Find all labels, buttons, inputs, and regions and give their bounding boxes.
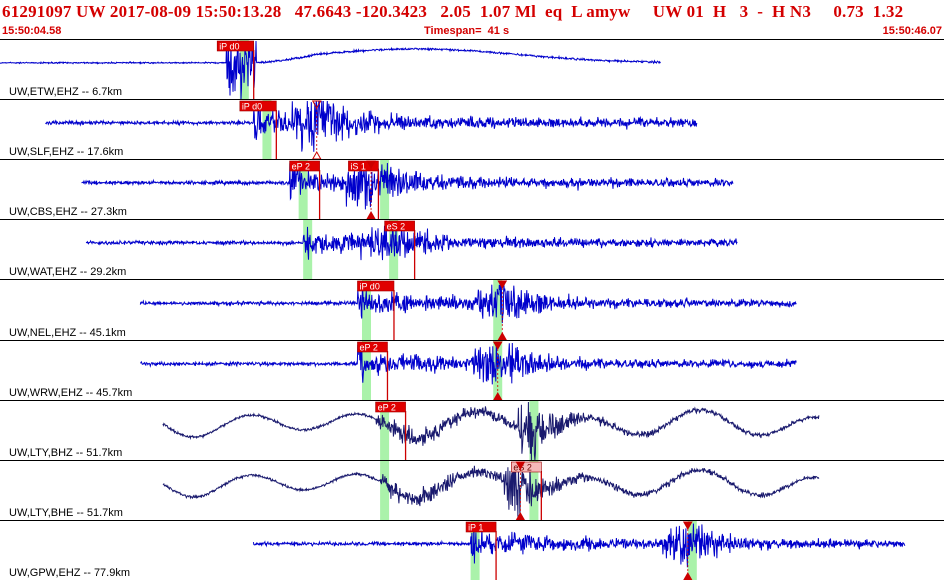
waveform-trace xyxy=(162,401,820,460)
phase-pick-label: eS 2 xyxy=(387,222,406,232)
phase-pick-marker[interactable]: eP 2 xyxy=(289,160,321,219)
trace-waveform-canvas: eP 2 xyxy=(162,401,820,460)
end-time-label: 15:50:46.07 xyxy=(882,25,942,37)
phase-pick-marker[interactable]: iP d0 xyxy=(216,40,255,99)
phase-pick-marker[interactable] xyxy=(366,160,376,219)
analysis-window xyxy=(529,461,539,520)
phase-pick-marker[interactable]: iP 1 xyxy=(465,521,497,580)
phase-pick-label: iP 1 xyxy=(468,523,483,533)
analysis-window xyxy=(262,100,272,159)
trace-row[interactable]: eP 2 iS 1 UW,CBS,EHZ -- 27.3km xyxy=(0,159,944,219)
phase-pick-marker[interactable] xyxy=(497,280,508,340)
trace-row[interactable]: iP d0 UW,SLF,EHZ -- 17.6km xyxy=(0,99,944,159)
phase-pick-label: eP 2 xyxy=(359,343,377,353)
phase-pick-marker[interactable]: eP 2 xyxy=(357,341,389,400)
trace-waveform-canvas: eS 2 xyxy=(85,220,738,279)
waveform-trace xyxy=(45,100,698,152)
trace-row[interactable]: iP 1 UW,GPW,EHZ -- 77.9km xyxy=(0,520,944,580)
waveform-trace xyxy=(81,160,734,210)
trace-station-label: UW,SLF,EHZ -- 17.6km xyxy=(9,146,124,158)
start-time-label: 15:50:04.58 xyxy=(2,25,62,37)
waveform-trace xyxy=(0,40,661,99)
timespan-label: Timespan= 41 s xyxy=(424,25,510,37)
trace-station-label: UW,LTY,BHE -- 51.7km xyxy=(9,507,123,519)
trace-station-label: UW,NEL,EHZ -- 45.1km xyxy=(9,327,126,339)
trace-waveform-canvas: iP 1 xyxy=(252,521,906,580)
trace-waveform-canvas: eP 2 xyxy=(140,341,797,400)
trace-row[interactable]: eP 2 UW,LTY,BHZ -- 51.7km xyxy=(0,400,944,460)
phase-pick-marker[interactable]: iP d0 xyxy=(239,100,277,159)
analysis-window xyxy=(493,280,503,340)
trace-row[interactable]: eS 2 UW,WAT,EHZ -- 29.2km xyxy=(0,219,944,279)
phase-pick-marker[interactable] xyxy=(682,521,693,580)
analysis-window xyxy=(362,280,371,340)
trace-station-label: UW,LTY,BHZ -- 51.7km xyxy=(9,447,123,459)
analysis-window xyxy=(298,160,308,219)
phase-pick-marker[interactable]: eS 2 xyxy=(384,220,416,279)
phase-pick-label: eP 2 xyxy=(292,162,310,172)
trace-row[interactable]: iP d0 UW,NEL,EHZ -- 45.1km xyxy=(0,279,944,340)
phase-pick-marker[interactable]: eS 2 xyxy=(511,461,542,520)
event-header: 61291097 UW 2017-08-09 15:50:13.28 47.66… xyxy=(0,0,944,40)
trace-station-label: UW,WAT,EHZ -- 29.2km xyxy=(9,266,127,278)
waveform-trace xyxy=(85,220,738,261)
phase-pick-marker[interactable]: iS 1 xyxy=(348,160,380,219)
phase-pick-label: eS 2 xyxy=(513,463,532,473)
trace-waveform-canvas: iP d0 xyxy=(139,280,797,340)
seismogram-panel[interactable]: iP d0 UW,ETW,EHZ -- 6.7km iP d0 UW,SLF,EHZ … xyxy=(0,39,944,580)
analysis-window xyxy=(380,160,390,219)
phase-pick-label: iP d0 xyxy=(242,102,262,112)
phase-pick-marker[interactable]: iP d0 xyxy=(357,280,395,340)
trace-waveform-canvas: eP 2 iS 1 xyxy=(81,160,734,219)
phase-pick-marker[interactable] xyxy=(311,100,322,159)
phase-pick-label: iS 1 xyxy=(350,162,366,172)
phase-pick-label: eP 2 xyxy=(378,403,396,413)
trace-waveform-canvas: iP d0 xyxy=(0,40,661,99)
phase-pick-marker[interactable] xyxy=(515,461,526,520)
waveform-trace xyxy=(140,341,797,385)
trace-row[interactable]: iP d0 UW,ETW,EHZ -- 6.7km xyxy=(0,39,944,99)
analysis-window xyxy=(380,401,390,460)
waveform-trace xyxy=(162,461,820,520)
analysis-window xyxy=(380,461,390,520)
event-summary-line: 61291097 UW 2017-08-09 15:50:13.28 47.66… xyxy=(2,2,904,21)
phase-pick-label: iP d0 xyxy=(219,42,239,52)
trace-station-label: UW,ETW,EHZ -- 6.7km xyxy=(9,86,123,98)
trace-station-label: UW,CBS,EHZ -- 27.3km xyxy=(9,206,127,218)
waveform-trace xyxy=(252,521,906,568)
phase-pick-label: iP d0 xyxy=(359,282,379,292)
trace-waveform-canvas: iP d0 xyxy=(45,100,698,159)
trace-station-label: UW,WRW,EHZ -- 45.7km xyxy=(9,387,133,399)
waveform-trace xyxy=(139,281,797,324)
analysis-window xyxy=(362,341,371,400)
phase-pick-marker[interactable] xyxy=(492,341,503,400)
trace-row[interactable]: eP 2 UW,WRW,EHZ -- 45.7km xyxy=(0,340,944,400)
phase-pick-marker[interactable]: eP 2 xyxy=(375,401,407,460)
trace-row[interactable]: eS 2 UW,LTY,BHE -- 51.7km xyxy=(0,460,944,520)
trace-waveform-canvas: eS 2 xyxy=(162,461,820,520)
trace-station-label: UW,GPW,EHZ -- 77.9km xyxy=(9,567,131,579)
